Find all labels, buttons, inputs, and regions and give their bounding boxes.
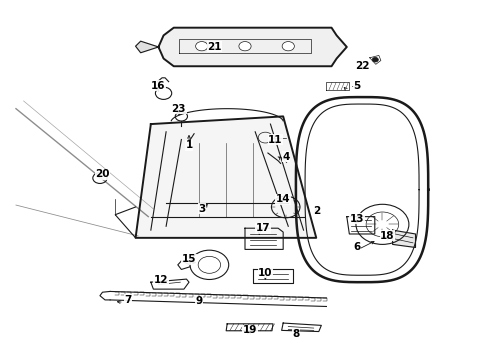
Text: 11: 11 [269, 135, 283, 144]
Text: 20: 20 [95, 169, 110, 179]
Text: 16: 16 [151, 81, 166, 90]
Circle shape [282, 41, 294, 51]
Text: 5: 5 [353, 81, 361, 90]
Text: 3: 3 [198, 204, 205, 214]
Polygon shape [158, 28, 347, 66]
Text: 2: 2 [313, 206, 320, 216]
Polygon shape [136, 116, 316, 238]
Text: 4: 4 [282, 152, 290, 162]
Text: 1: 1 [185, 140, 193, 150]
Text: 15: 15 [182, 254, 196, 264]
Polygon shape [392, 230, 416, 247]
Polygon shape [136, 41, 158, 53]
Text: 7: 7 [124, 294, 132, 305]
Text: 8: 8 [292, 329, 299, 339]
Circle shape [239, 41, 251, 51]
Text: 12: 12 [154, 275, 168, 285]
Circle shape [372, 57, 378, 62]
Text: 23: 23 [172, 104, 186, 114]
Text: 13: 13 [350, 213, 364, 224]
Text: 10: 10 [258, 267, 272, 278]
Circle shape [196, 41, 208, 51]
Text: 14: 14 [276, 194, 291, 204]
Text: 18: 18 [380, 231, 395, 241]
Text: 21: 21 [207, 42, 221, 52]
Text: 9: 9 [196, 297, 203, 306]
Text: 6: 6 [353, 243, 361, 252]
Text: 19: 19 [243, 325, 257, 336]
Text: 17: 17 [255, 223, 270, 233]
Text: 22: 22 [355, 61, 369, 71]
